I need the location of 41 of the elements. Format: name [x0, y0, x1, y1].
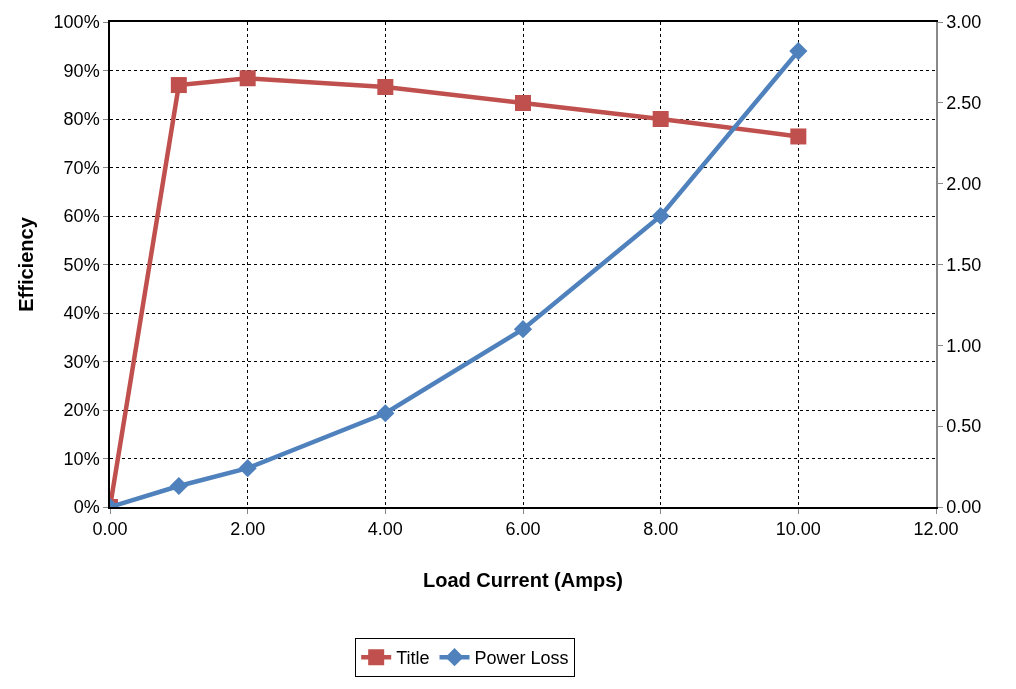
y-tick-label: 40% — [63, 303, 100, 324]
point — [238, 459, 257, 478]
point — [513, 320, 533, 339]
y-tick-label: 60% — [63, 206, 100, 227]
y-tick-label: 80% — [63, 109, 100, 130]
x-tick-label: 6.00 — [505, 519, 541, 540]
y-tick-label: 70% — [63, 157, 100, 178]
point — [170, 77, 187, 94]
y2-tick-label: 2.50 — [946, 93, 982, 114]
legend-label: Power Loss — [474, 648, 569, 669]
y-tick-label: 100% — [53, 12, 100, 33]
x-tick-label: 12.00 — [913, 519, 959, 540]
point — [790, 128, 807, 145]
point — [169, 476, 188, 496]
y-tick-label: 50% — [63, 254, 100, 275]
point — [652, 111, 669, 127]
x-tick-label: 8.00 — [643, 519, 679, 540]
point — [651, 206, 670, 226]
y-tick-label: 30% — [63, 351, 100, 372]
x-tick-label: 4.00 — [367, 519, 403, 540]
y2-tick-label: 1.00 — [946, 335, 982, 356]
y2-tick-label: 1.50 — [946, 254, 982, 275]
y2-tick-label: 0.00 — [946, 497, 982, 518]
point — [376, 404, 395, 423]
x-tick-label: 0.00 — [92, 519, 128, 540]
y-tick-label: 0% — [73, 497, 100, 518]
x-axis-title: Load Current (Amps) — [423, 569, 623, 592]
point — [789, 42, 808, 61]
y-tick-label: 20% — [63, 400, 100, 421]
point — [239, 70, 256, 87]
y-axis-title: Efficiency — [14, 216, 37, 312]
y2-tick-label: 3.00 — [946, 12, 982, 33]
x-tick-label: 10.00 — [775, 519, 821, 540]
x-tick-label: 2.00 — [230, 519, 266, 540]
point — [515, 95, 531, 111]
y2-tick-label: 0.50 — [946, 416, 982, 437]
y-tick-label: 90% — [63, 60, 100, 81]
point — [377, 78, 394, 95]
y2-tick-label: 2.00 — [946, 173, 982, 194]
legend-label: Title — [396, 648, 430, 669]
y-tick-label: 10% — [63, 448, 100, 469]
